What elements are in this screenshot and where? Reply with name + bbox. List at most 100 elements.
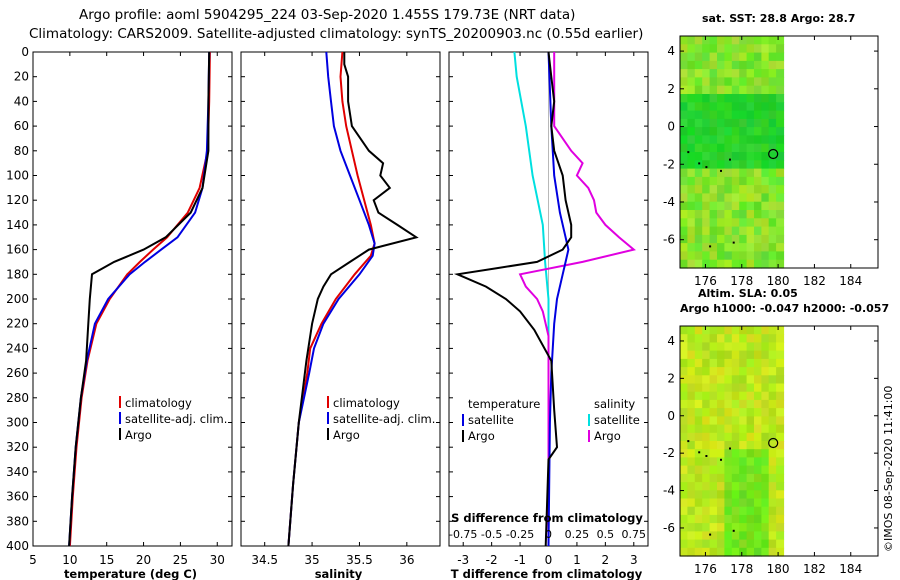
panel-2-xtick-label: 36 bbox=[399, 553, 414, 567]
s-xtick-label: 0 bbox=[545, 528, 552, 541]
depth-tick-label: 260 bbox=[6, 366, 29, 380]
panel-3-xtick-label: 1 bbox=[573, 553, 581, 567]
s-xtick-label: -0.5 bbox=[481, 528, 502, 541]
legend-label-1: climatology bbox=[333, 396, 400, 410]
argo-line bbox=[68, 51, 211, 547]
map-1-island bbox=[698, 162, 701, 165]
panel-3-xlabel: T difference from climatology bbox=[451, 567, 643, 580]
map-1-xtick-label: 182 bbox=[803, 274, 826, 288]
panel-2-xtick-label: 34.5 bbox=[251, 553, 278, 567]
panel-1-xlabel: temperature (deg C) bbox=[64, 567, 197, 580]
map-1-island bbox=[705, 166, 708, 169]
s-xtick-label: -0.25 bbox=[506, 528, 534, 541]
panel-1-xtick-label: 15 bbox=[99, 553, 114, 567]
sal-legend-heading: salinity bbox=[594, 397, 635, 411]
map-1-xtick-label: 184 bbox=[839, 274, 862, 288]
map-2-island bbox=[720, 458, 722, 461]
title-line2: Climatology: CARS2009. Satellite-adjuste… bbox=[29, 26, 644, 42]
map-2-xtick-label: 178 bbox=[730, 562, 753, 576]
map-1-xtick-label: 176 bbox=[694, 274, 717, 288]
depth-tick-label: 140 bbox=[6, 218, 29, 232]
map-2-ytick-label: -2 bbox=[663, 446, 675, 460]
map-2-argo-marker bbox=[768, 437, 779, 449]
depth-tick-label: 160 bbox=[6, 243, 29, 257]
panel-3-xtick-label: 3 bbox=[630, 553, 638, 567]
depth-tick-label: 120 bbox=[6, 193, 29, 207]
legend-label-3: Argo bbox=[333, 428, 360, 442]
map-2-frame bbox=[679, 325, 879, 557]
depth-tick-label: 20 bbox=[14, 70, 29, 84]
depth-tick-label: 240 bbox=[6, 341, 29, 355]
legend-label-2: satellite-adj. clim. bbox=[333, 412, 435, 426]
map-1-island bbox=[729, 158, 731, 161]
map-1-island bbox=[732, 241, 735, 244]
map-2-ytick-label: 2 bbox=[667, 371, 675, 385]
map-2-island bbox=[698, 451, 701, 454]
climatology-line bbox=[287, 51, 376, 547]
map-2-island bbox=[705, 455, 708, 457]
salinity-argo-line bbox=[518, 52, 636, 546]
satellite-adj-clim-line bbox=[287, 51, 376, 547]
map1-title: sat. SST: 28.8 Argo: 28.7 bbox=[702, 12, 856, 25]
panel-1-xtick-label: 20 bbox=[136, 553, 151, 567]
map-1-ytick-label: 0 bbox=[667, 120, 675, 134]
salinity-axis-title: S difference from climatology bbox=[451, 511, 643, 525]
map-2-xtick-label: 182 bbox=[803, 562, 826, 576]
depth-tick-label: 100 bbox=[6, 169, 29, 183]
panel-1-xtick-label: 25 bbox=[173, 553, 188, 567]
depth-tick-label: 360 bbox=[6, 490, 29, 504]
climatology-line bbox=[68, 51, 211, 547]
map-1-island bbox=[709, 245, 712, 248]
map-2-ytick-label: -6 bbox=[663, 521, 675, 535]
depth-tick-label: 340 bbox=[6, 465, 29, 479]
depth-tick-label: 300 bbox=[6, 416, 29, 430]
map-1-field bbox=[680, 36, 785, 269]
legend-label-1: climatology bbox=[125, 396, 192, 410]
panel-3-xtick-label: 0 bbox=[545, 553, 553, 567]
panel-3-xtick-label: -3 bbox=[457, 553, 469, 567]
legend-label-3: Argo bbox=[125, 428, 152, 442]
salinity-satellite-line bbox=[513, 51, 550, 546]
depth-tick-label: 320 bbox=[6, 440, 29, 454]
map-1-ytick-label: -6 bbox=[663, 233, 675, 247]
map-2-xtick-label: 184 bbox=[839, 562, 862, 576]
map-1-xtick-label: 180 bbox=[767, 274, 790, 288]
temp-legend-argo: Argo bbox=[468, 429, 495, 443]
map-2-island bbox=[729, 447, 731, 450]
map-2-xtick-label: 176 bbox=[694, 562, 717, 576]
map-1-island bbox=[720, 169, 722, 172]
panel-1-xtick-label: 5 bbox=[29, 553, 37, 567]
map-1-frame bbox=[679, 35, 879, 269]
map-1-ytick-label: -4 bbox=[663, 195, 675, 209]
panel-2-xtick-label: 35 bbox=[304, 553, 319, 567]
s-xtick-label: 0.75 bbox=[622, 528, 647, 541]
map-1-ytick-label: 4 bbox=[667, 44, 675, 58]
depth-tick-label: 80 bbox=[14, 144, 29, 158]
depth-tick-label: 400 bbox=[6, 539, 29, 553]
map-2-island bbox=[687, 440, 690, 443]
depth-tick-label: 0 bbox=[21, 45, 29, 59]
map-1-island bbox=[687, 151, 690, 154]
map2-title: Argo h1000: -0.047 h2000: -0.057 bbox=[680, 302, 890, 315]
sal-legend-argo: Argo bbox=[594, 429, 621, 443]
temp-legend-heading: temperature bbox=[468, 397, 540, 411]
title-line1: Argo profile: aoml 5904295_224 03-Sep-20… bbox=[79, 7, 576, 23]
depth-tick-label: 280 bbox=[6, 391, 29, 405]
map-1-ytick-label: 2 bbox=[667, 82, 675, 96]
panel-3-xtick-label: -1 bbox=[514, 553, 526, 567]
map-1-xtick-label: 178 bbox=[730, 274, 753, 288]
panel-1-xtick-label: 10 bbox=[62, 553, 77, 567]
panel-2-xtick-label: 35.5 bbox=[346, 553, 373, 567]
map-2-ytick-label: 0 bbox=[667, 409, 675, 423]
s-xtick-label: 0.5 bbox=[597, 528, 615, 541]
map-2-xtick-label: 180 bbox=[767, 562, 790, 576]
depth-tick-label: 220 bbox=[6, 317, 29, 331]
map-2-ytick-label: -4 bbox=[663, 484, 675, 498]
map-1-argo-marker bbox=[768, 148, 779, 160]
panel-1-frame bbox=[32, 51, 233, 547]
depth-tick-label: 60 bbox=[14, 119, 29, 133]
legend-label-2: satellite-adj. clim. bbox=[125, 412, 227, 426]
panel-3-xtick-label: -2 bbox=[486, 553, 498, 567]
map-1-ytick-label: -2 bbox=[663, 157, 675, 171]
